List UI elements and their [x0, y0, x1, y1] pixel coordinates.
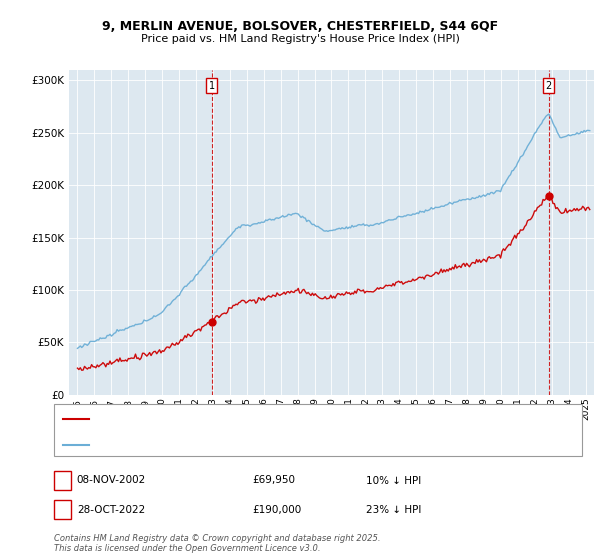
- Text: 10% ↓ HPI: 10% ↓ HPI: [366, 475, 421, 486]
- Text: 2: 2: [59, 505, 66, 515]
- Text: HPI: Average price, detached house, Bolsover: HPI: Average price, detached house, Bols…: [93, 441, 310, 450]
- Text: £69,950: £69,950: [252, 475, 295, 486]
- Text: 28-OCT-2022: 28-OCT-2022: [77, 505, 145, 515]
- Text: 1: 1: [208, 81, 215, 91]
- Text: 9, MERLIN AVENUE, BOLSOVER, CHESTERFIELD, S44 6QF (detached house): 9, MERLIN AVENUE, BOLSOVER, CHESTERFIELD…: [93, 414, 448, 423]
- Text: 2: 2: [546, 81, 552, 91]
- Text: £190,000: £190,000: [252, 505, 301, 515]
- Text: 1: 1: [59, 475, 66, 486]
- Text: 08-NOV-2002: 08-NOV-2002: [77, 475, 146, 486]
- Text: Contains HM Land Registry data © Crown copyright and database right 2025.
This d: Contains HM Land Registry data © Crown c…: [54, 534, 380, 553]
- Text: 23% ↓ HPI: 23% ↓ HPI: [366, 505, 421, 515]
- Text: 9, MERLIN AVENUE, BOLSOVER, CHESTERFIELD, S44 6QF: 9, MERLIN AVENUE, BOLSOVER, CHESTERFIELD…: [102, 20, 498, 32]
- Text: Price paid vs. HM Land Registry's House Price Index (HPI): Price paid vs. HM Land Registry's House …: [140, 34, 460, 44]
